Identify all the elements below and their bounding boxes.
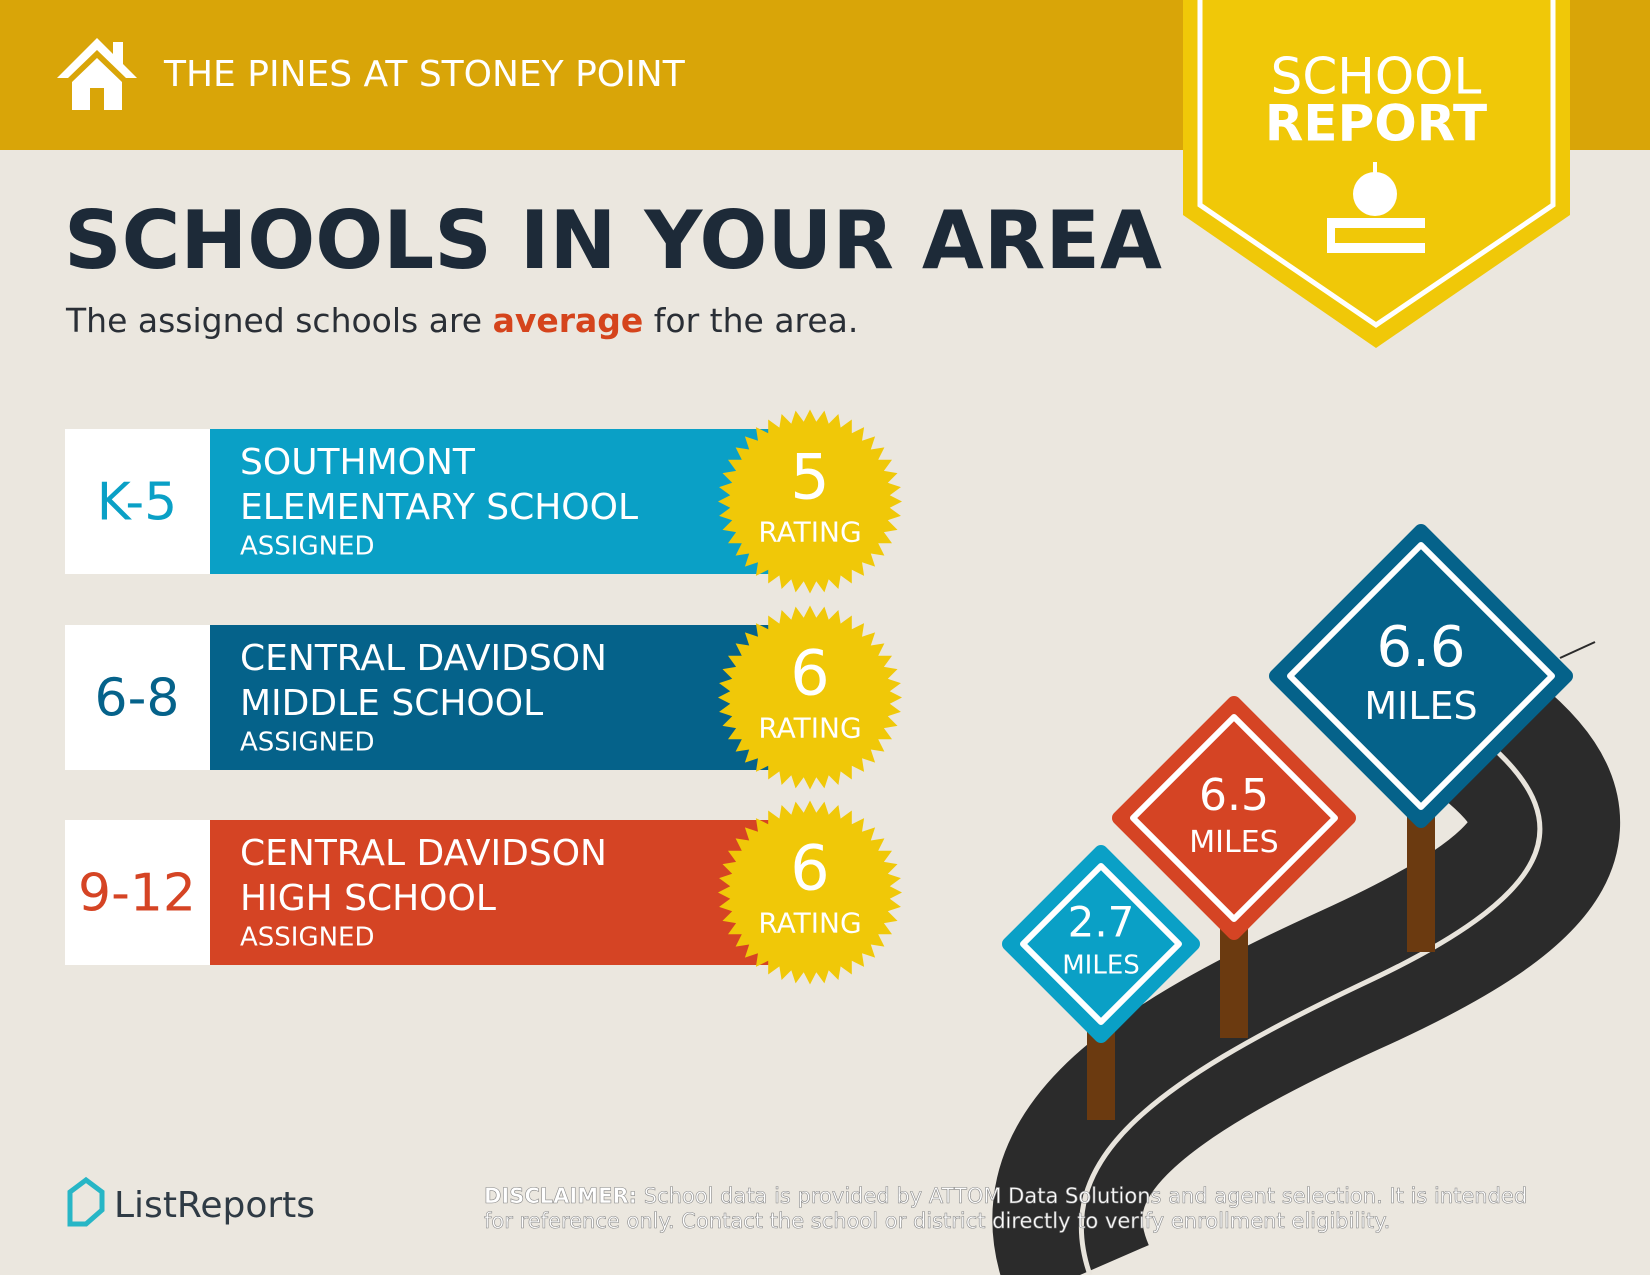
grade: K-5 (97, 473, 178, 533)
sign-distance: 2.7 (1068, 898, 1135, 947)
rating-label: RATING (758, 712, 861, 745)
school-name: CENTRAL DAVIDSON (240, 638, 607, 679)
school-name: SOUTHMONT (240, 442, 476, 483)
sign-unit: MILES (1364, 684, 1477, 728)
sign (1112, 696, 1356, 940)
road (992, 681, 1620, 1275)
school-band (210, 429, 780, 574)
subtitle-text: The assigned schools are (65, 301, 493, 340)
rating: 6 (790, 637, 829, 710)
sign-unit: MILES (1189, 825, 1278, 860)
listreports-logo (67, 1176, 105, 1227)
badge-outline (1197, 0, 1556, 329)
sign-border (1130, 714, 1338, 922)
grade: 6-8 (95, 669, 180, 729)
sign-distance: 6.5 (1199, 770, 1269, 821)
school-name: HIGH SCHOOL (240, 878, 496, 919)
school-name: CENTRAL DAVIDSON (240, 833, 607, 874)
apple-books-icon (1327, 162, 1425, 253)
subtitle-highlight: average (493, 301, 644, 340)
rating-starburst (718, 800, 902, 985)
subtitle-text: for the area. (643, 301, 858, 340)
sign-border (1287, 542, 1555, 810)
road-edge (1559, 641, 1596, 659)
header-title: THE PINES AT STONEY POINT (163, 54, 686, 95)
disclaimer-text: for reference only. Contact the school o… (484, 1209, 1390, 1233)
sign-border (1020, 863, 1182, 1025)
disclaimer-text: School data is provided by ATTOM Data So… (637, 1184, 1527, 1208)
grade-box (65, 625, 210, 770)
grade: 9-12 (78, 864, 196, 924)
road-line (1078, 743, 1543, 1275)
heading: SCHOOLS IN YOUR AREA (64, 194, 1162, 287)
rating-label: RATING (758, 516, 861, 549)
school-band (210, 625, 780, 770)
rating: 6 (790, 832, 829, 905)
school-status: ASSIGNED (240, 532, 375, 562)
school-name: MIDDLE SCHOOL (240, 683, 543, 724)
sign (1269, 524, 1573, 828)
subtitle: The assigned schools are average for the… (65, 301, 858, 340)
rating-label: RATING (758, 907, 861, 940)
badge-line1: SCHOOL (1271, 48, 1482, 106)
house-icon (57, 38, 137, 110)
badge-line2: REPORT (1265, 95, 1487, 153)
school-status: ASSIGNED (240, 728, 375, 758)
sign (1002, 845, 1200, 1043)
rating-starburst (718, 409, 902, 594)
school-status: ASSIGNED (240, 923, 375, 953)
school-band (210, 820, 780, 965)
school-name: ELEMENTARY SCHOOL (240, 487, 638, 528)
grade-box (65, 429, 210, 574)
sign-unit: MILES (1062, 951, 1140, 981)
sign-distance: 6.6 (1376, 615, 1465, 680)
footer-brand: ListReports (114, 1185, 315, 1226)
grade-box (65, 820, 210, 965)
disclaimer-label: DISCLAIMER: (484, 1184, 637, 1208)
rating-starburst (718, 605, 902, 790)
disclaimer: DISCLAIMER: School data is provided by A… (484, 1184, 1527, 1208)
rating: 5 (790, 441, 829, 514)
